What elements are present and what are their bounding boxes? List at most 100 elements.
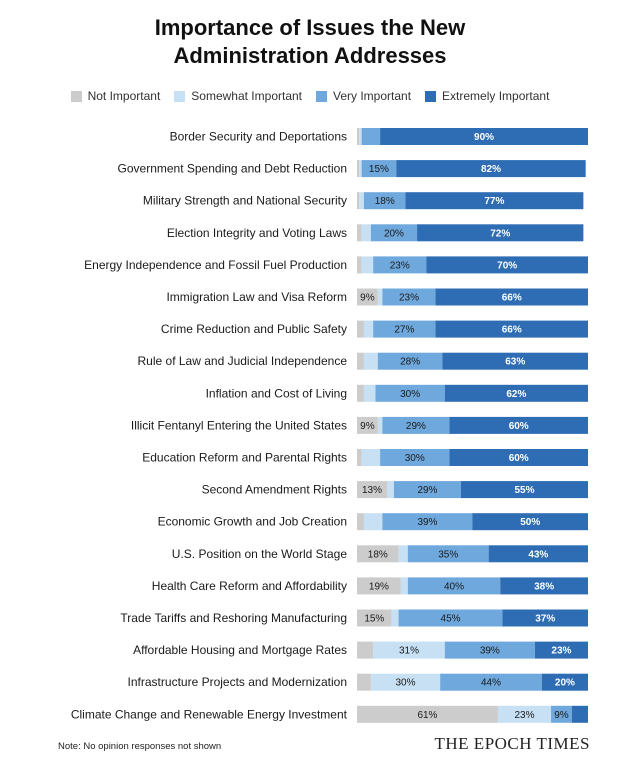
category-label: Rule of Law and Judicial Independence xyxy=(138,354,348,368)
bar-segment xyxy=(502,609,588,627)
data-label: 82% xyxy=(481,164,501,175)
bar-segment xyxy=(391,609,399,627)
data-label: 39% xyxy=(417,517,437,528)
data-label: 9% xyxy=(360,293,375,304)
bar-segment xyxy=(357,128,360,145)
category-label: Inflation and Cost of Living xyxy=(206,386,347,400)
data-label: 28% xyxy=(400,357,420,368)
bar-segment xyxy=(380,128,588,145)
data-label: 20% xyxy=(384,228,404,239)
legend-item-not-important: Not Important xyxy=(70,89,161,103)
data-label: 66% xyxy=(502,325,522,336)
category-label: Border Security and Deportations xyxy=(170,130,347,144)
bar-segment xyxy=(382,513,473,531)
legend-item-extremely-important: Extremely Important xyxy=(425,89,549,103)
bar-segment xyxy=(370,224,418,242)
data-label: 66% xyxy=(502,293,522,304)
bar-segment xyxy=(363,352,378,370)
bar-segment xyxy=(460,481,588,499)
data-label: 39% xyxy=(480,646,500,657)
data-label: 15% xyxy=(369,164,389,175)
data-label: 9% xyxy=(360,421,375,432)
bar-segment xyxy=(359,192,364,210)
bar-segment xyxy=(357,513,364,531)
bar-segment xyxy=(357,449,362,466)
data-label: 50% xyxy=(520,517,540,528)
bar-segment xyxy=(357,160,360,178)
bar-segment xyxy=(571,705,588,723)
data-label: 29% xyxy=(406,421,426,432)
bar-segment xyxy=(373,320,436,338)
bar-segment xyxy=(387,481,394,499)
data-label: 30% xyxy=(400,389,420,400)
category-label: Infrastructure Projects and Modernizatio… xyxy=(128,675,347,689)
bar-segment xyxy=(444,641,535,659)
bar-segment xyxy=(363,513,383,531)
category-label: Election Integrity and Voting Laws xyxy=(167,226,347,240)
legend-label: Not Important xyxy=(87,89,161,103)
bar-segment xyxy=(361,449,381,466)
data-label: 38% xyxy=(534,581,554,592)
bar-segment xyxy=(357,224,362,242)
bar-segment xyxy=(357,641,374,659)
data-label: 15% xyxy=(364,614,384,625)
bar-segment xyxy=(357,481,388,499)
bar-segment xyxy=(435,320,588,338)
bar-segment xyxy=(382,416,450,434)
bar-segment xyxy=(417,224,584,242)
bar-segment xyxy=(357,288,378,306)
data-label: 23% xyxy=(399,293,419,304)
bar-segment xyxy=(363,320,374,338)
chart-title-line-2: Administration Addresses xyxy=(173,43,447,68)
data-label: 18% xyxy=(375,196,395,207)
data-label: 55% xyxy=(514,485,534,496)
legend-label: Somewhat Important xyxy=(191,89,302,103)
bar-segment xyxy=(359,128,362,145)
data-label: 45% xyxy=(441,614,461,625)
legend-swatch xyxy=(425,90,437,102)
bar-segment xyxy=(449,416,588,434)
bar-segment xyxy=(398,609,503,627)
data-label: 61% xyxy=(417,710,437,721)
bar-segment xyxy=(377,352,443,370)
bar-segment xyxy=(370,673,441,691)
bar-segment xyxy=(357,320,364,338)
data-label: 35% xyxy=(438,549,458,560)
bar-segment xyxy=(380,449,450,466)
category-label: Energy Independence and Fossil Fuel Prod… xyxy=(84,258,347,272)
legend-item-very-important: Very Important xyxy=(316,89,411,103)
legend-swatch xyxy=(70,90,82,102)
bar-segment xyxy=(398,545,408,563)
bar-segment xyxy=(500,577,588,595)
bar-segment xyxy=(357,609,392,627)
data-label: 23% xyxy=(551,646,571,657)
bar-segment xyxy=(534,641,588,659)
bar-segment xyxy=(359,160,362,178)
data-label: 19% xyxy=(369,581,389,592)
bar-segment xyxy=(382,288,436,306)
bar-segment xyxy=(377,416,383,434)
bar-segment xyxy=(449,449,588,466)
category-label: Illicit Fentanyl Entering the United Sta… xyxy=(131,418,347,432)
bar-segment xyxy=(497,705,552,723)
bar-segment xyxy=(426,256,588,274)
data-label: 62% xyxy=(506,389,526,400)
data-label: 70% xyxy=(497,260,517,271)
category-label: Immigration Law and Visa Reform xyxy=(166,290,347,304)
bar-segment xyxy=(393,481,461,499)
bar-segment xyxy=(472,513,588,531)
data-label: 23% xyxy=(514,710,534,721)
data-label: 20% xyxy=(555,678,575,689)
data-label: 40% xyxy=(444,581,464,592)
bar-segment xyxy=(396,160,586,178)
chart-title: Importance of Issues the New Administrat… xyxy=(0,14,620,70)
bar-segment xyxy=(361,256,374,274)
data-label: 9% xyxy=(554,710,569,721)
data-label: 30% xyxy=(405,453,425,464)
chart-note: Note: No opinion responses not shown xyxy=(58,741,222,752)
bar-segment xyxy=(373,256,427,274)
data-label: 60% xyxy=(509,421,529,432)
data-label: 13% xyxy=(362,485,382,496)
data-label: 44% xyxy=(481,678,501,689)
bar-segment xyxy=(435,288,588,306)
